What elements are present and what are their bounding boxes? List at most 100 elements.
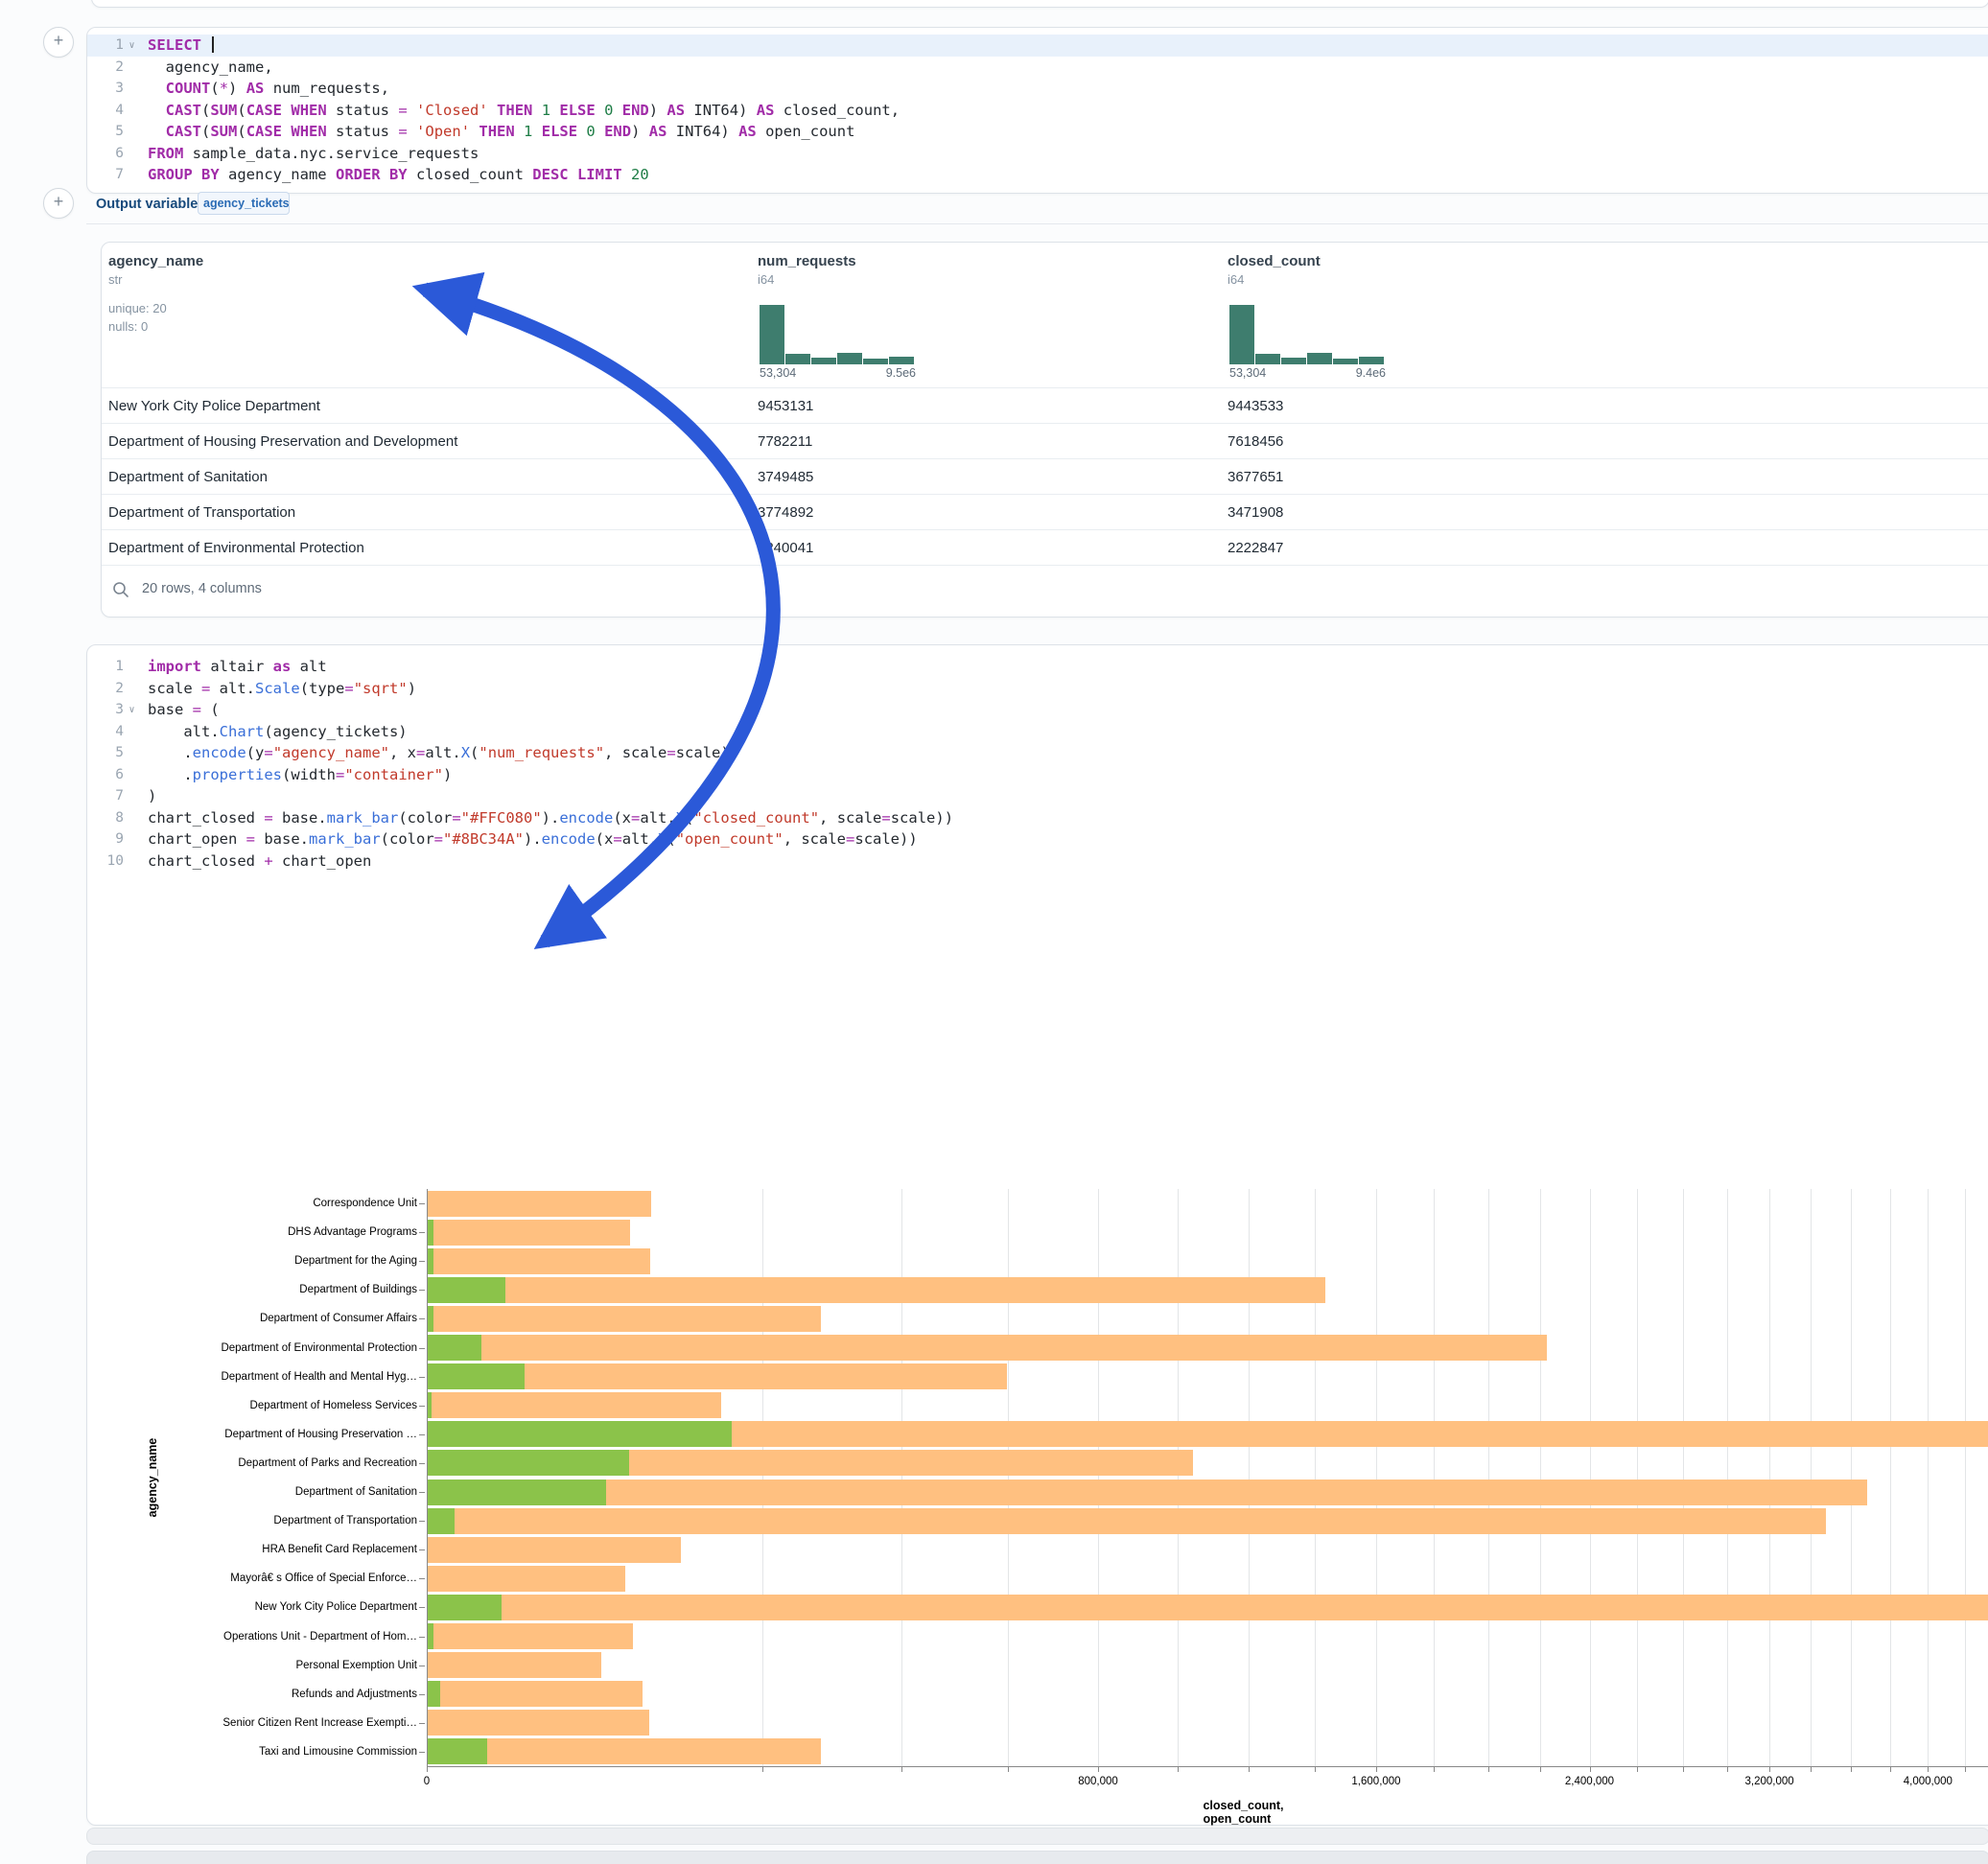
y-axis-label: Department of Homeless Services bbox=[101, 1399, 417, 1412]
add-cell-button-top[interactable]: + bbox=[43, 27, 74, 58]
histogram-max: 9.4e6 bbox=[1356, 366, 1386, 380]
python-line-2: 2scale = alt.Scale(type="sqrt") bbox=[87, 678, 1988, 700]
column-header-num_requests[interactable]: num_requests i64 bbox=[758, 253, 856, 287]
gridline bbox=[1098, 1189, 1099, 1766]
histogram-bar bbox=[760, 305, 784, 364]
python-line-1: 1import altair as alt bbox=[87, 656, 1988, 678]
line-number: 7 bbox=[87, 785, 124, 807]
table-last-separator bbox=[102, 565, 1988, 566]
y-axis-tick bbox=[419, 1723, 425, 1724]
output-variable-badge[interactable]: agency_tickets bbox=[198, 192, 290, 215]
gridline bbox=[1851, 1189, 1852, 1766]
notebook-page: + + 1∨SELECT 2 agency_name,3 COUNT(*) AS… bbox=[0, 0, 1988, 1864]
previous-cell-edge bbox=[91, 0, 1988, 8]
histogram-bar bbox=[863, 359, 888, 364]
bar-open_count bbox=[428, 1681, 440, 1707]
x-axis-tick bbox=[1008, 1767, 1009, 1772]
bar-closed_count bbox=[428, 1392, 721, 1418]
histogram-min: 53,304 bbox=[1229, 366, 1266, 380]
table-row-count: 20 rows, 4 columns bbox=[142, 581, 262, 596]
x-axis-line bbox=[427, 1766, 1988, 1767]
y-axis-label: Department of Consumer Affairs bbox=[101, 1312, 417, 1325]
line-number: 10 bbox=[87, 850, 124, 873]
python-line-4: 4 alt.Chart(agency_tickets) bbox=[87, 721, 1988, 743]
column-header-agency_name[interactable]: agency_name str bbox=[108, 253, 203, 287]
y-axis-line bbox=[427, 1189, 428, 1766]
gridline bbox=[1376, 1189, 1377, 1766]
sql-line-1: 1∨SELECT bbox=[87, 35, 1988, 57]
bar-open_count bbox=[428, 1450, 629, 1476]
y-axis-tick bbox=[419, 1232, 425, 1233]
x-axis-tick bbox=[1683, 1767, 1684, 1772]
collapsed-cell-edge[interactable] bbox=[86, 1828, 1988, 1845]
table-cell: 3471908 bbox=[1228, 495, 1283, 530]
add-cell-button-middle[interactable]: + bbox=[43, 188, 74, 219]
line-number: 4 bbox=[87, 100, 124, 122]
table-cell: 3749485 bbox=[758, 459, 813, 495]
x-axis-tick bbox=[1965, 1767, 1966, 1772]
next-cell-edge[interactable] bbox=[86, 1851, 1988, 1864]
histogram-max: 9.5e6 bbox=[886, 366, 916, 380]
sql-editor[interactable]: 1∨SELECT 2 agency_name,3 COUNT(*) AS num… bbox=[87, 35, 1988, 186]
python-line-7: 7) bbox=[87, 785, 1988, 807]
y-axis-label: HRA Benefit Card Replacement bbox=[101, 1543, 417, 1556]
histogram-min: 53,304 bbox=[760, 366, 796, 380]
y-axis-tick bbox=[419, 1521, 425, 1522]
table-header: agency_name strunique: 20nulls: 0num_req… bbox=[101, 242, 1988, 387]
gridline bbox=[1727, 1189, 1728, 1766]
bar-closed_count bbox=[428, 1595, 1988, 1620]
text-cursor bbox=[212, 36, 214, 53]
bar-closed_count bbox=[428, 1248, 650, 1274]
table-cell: Department of Transportation bbox=[108, 495, 295, 530]
bar-closed_count bbox=[428, 1335, 1547, 1361]
python-line-8: 8chart_closed = base.mark_bar(color="#FF… bbox=[87, 807, 1988, 829]
bar-open_count bbox=[428, 1335, 481, 1361]
x-axis-tick-label: 1,600,000 bbox=[1351, 1776, 1400, 1787]
histogram-bar bbox=[1359, 357, 1384, 364]
x-axis-tick-label: 0 bbox=[424, 1776, 430, 1787]
histogram-bar bbox=[1255, 354, 1280, 364]
y-axis-label: Department of Buildings bbox=[101, 1283, 417, 1296]
y-axis-label: Taxi and Limousine Commission bbox=[101, 1745, 417, 1759]
histogram-range-labels: 53,304 9.4e6 bbox=[1229, 366, 1386, 380]
line-number: 5 bbox=[87, 121, 124, 143]
y-axis-title: agency_name bbox=[146, 1438, 159, 1518]
fold-chevron-icon[interactable]: ∨ bbox=[124, 35, 140, 57]
x-axis-tick bbox=[1851, 1767, 1852, 1772]
y-axis-tick bbox=[419, 1318, 425, 1319]
y-axis-tick bbox=[419, 1607, 425, 1608]
column-header-closed_count[interactable]: closed_count i64 bbox=[1228, 253, 1321, 287]
x-axis-tick bbox=[1178, 1767, 1179, 1772]
gridline bbox=[1965, 1189, 1966, 1766]
bar-closed_count bbox=[428, 1623, 633, 1649]
y-axis-label: DHS Advantage Programs bbox=[101, 1225, 417, 1239]
sql-line-5: 5 CAST(SUM(CASE WHEN status = 'Open' THE… bbox=[87, 121, 1988, 143]
table-cell: 7618456 bbox=[1228, 424, 1283, 459]
x-axis-tick bbox=[1637, 1767, 1638, 1772]
line-number: 1 bbox=[87, 656, 124, 678]
python-line-10: 10chart_closed + chart_open bbox=[87, 850, 1988, 873]
gridline bbox=[1488, 1189, 1489, 1766]
bar-open_count bbox=[428, 1277, 505, 1303]
histogram-range-labels: 53,304 9.5e6 bbox=[760, 366, 916, 380]
sql-line-2: 2 agency_name, bbox=[87, 57, 1988, 79]
x-axis-tick bbox=[1376, 1767, 1377, 1772]
y-axis-label: Senior Citizen Rent Increase Exempti… bbox=[101, 1716, 417, 1730]
x-axis-tick-label: 3,200,000 bbox=[1744, 1776, 1793, 1787]
fold-chevron-icon[interactable]: ∨ bbox=[124, 699, 140, 721]
bar-closed_count bbox=[428, 1652, 601, 1678]
histogram-bar bbox=[837, 353, 862, 364]
y-axis-tick bbox=[419, 1348, 425, 1349]
bar-open_count bbox=[428, 1220, 433, 1246]
table-row: Department of Housing Preservation and D… bbox=[102, 423, 1988, 459]
gridline bbox=[1178, 1189, 1179, 1766]
bar-open_count bbox=[428, 1421, 732, 1447]
gridline bbox=[1008, 1189, 1009, 1766]
x-axis-tick bbox=[1811, 1767, 1812, 1772]
table-search-button[interactable] bbox=[111, 580, 130, 599]
sql-line-7: 7GROUP BY agency_name ORDER BY closed_co… bbox=[87, 164, 1988, 186]
column-histogram bbox=[1229, 303, 1384, 364]
table-body: New York City Police Department945313194… bbox=[102, 387, 1988, 565]
x-axis-tick bbox=[1315, 1767, 1316, 1772]
python-editor[interactable]: 1import altair as alt2scale = alt.Scale(… bbox=[87, 656, 1988, 872]
